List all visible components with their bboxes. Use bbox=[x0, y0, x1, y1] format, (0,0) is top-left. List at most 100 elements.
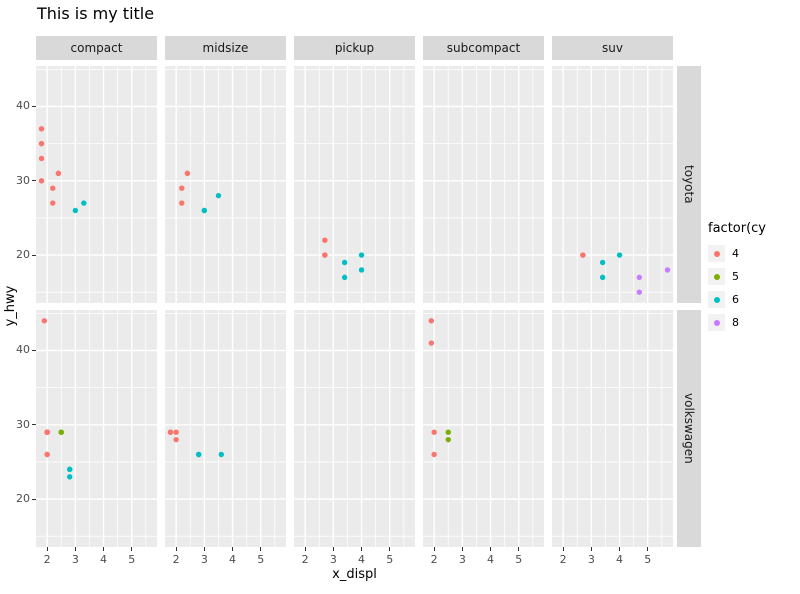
x-tick-label: 4 bbox=[487, 553, 495, 566]
data-point bbox=[580, 252, 586, 258]
x-tick bbox=[619, 547, 621, 551]
data-point bbox=[218, 451, 224, 458]
legend-entry-label: 4 bbox=[732, 246, 739, 260]
y-tick-label: 20 bbox=[16, 492, 30, 506]
x-tick bbox=[562, 547, 564, 551]
data-point bbox=[38, 126, 45, 132]
data-point bbox=[636, 274, 642, 281]
y-tick-label: 40 bbox=[16, 343, 30, 357]
data-point bbox=[215, 192, 222, 199]
legend-entry-8: 8 bbox=[708, 312, 766, 332]
y-tick-label: 20 bbox=[16, 248, 30, 262]
legend-entry-label: 5 bbox=[732, 269, 739, 283]
data-point bbox=[322, 252, 328, 258]
x-tick bbox=[131, 547, 133, 551]
x-tick-label: 2 bbox=[559, 553, 567, 566]
facet-panel-volkswagen-subcompact bbox=[423, 310, 544, 547]
data-point bbox=[38, 140, 45, 147]
data-point bbox=[616, 252, 623, 258]
y-tick-label: 30 bbox=[16, 173, 30, 187]
legend-entry-6: 6 bbox=[708, 289, 766, 309]
x-tick bbox=[461, 547, 463, 551]
x-tick bbox=[590, 547, 592, 551]
data-point bbox=[41, 318, 48, 324]
data-point bbox=[599, 259, 606, 266]
facet-panel-toyota-subcompact bbox=[423, 66, 544, 303]
legend-entries: 4 5 6 8 bbox=[708, 243, 766, 332]
data-point bbox=[81, 200, 87, 206]
data-point bbox=[58, 429, 64, 435]
facet-panel-volkswagen-midsize bbox=[165, 310, 286, 547]
x-tick-label: 4 bbox=[100, 553, 108, 566]
legend-key bbox=[708, 267, 725, 285]
data-point bbox=[431, 429, 437, 435]
data-point bbox=[179, 200, 185, 206]
x-axis-title: x_displ bbox=[332, 567, 377, 582]
legend-dot-icon bbox=[714, 250, 720, 257]
data-point bbox=[44, 429, 50, 435]
facet-row-strip-volkswagen: volkswagen bbox=[677, 310, 701, 547]
x-tick-label: 2 bbox=[172, 553, 180, 566]
data-point bbox=[358, 267, 365, 273]
x-tick bbox=[490, 547, 492, 551]
data-point bbox=[179, 185, 185, 191]
x-tick-label: 5 bbox=[128, 553, 136, 566]
legend-entry-label: 8 bbox=[732, 315, 739, 329]
x-tick bbox=[74, 547, 76, 551]
x-tick-label: 5 bbox=[257, 553, 265, 566]
data-point bbox=[173, 436, 179, 443]
plot-title: This is my title bbox=[37, 4, 155, 23]
data-point bbox=[67, 474, 73, 480]
facet-panel-toyota-suv bbox=[552, 66, 673, 303]
data-point bbox=[341, 274, 348, 281]
data-point bbox=[636, 289, 642, 295]
x-tick bbox=[175, 547, 177, 551]
x-tick bbox=[46, 547, 48, 551]
facet-col-strip-compact: compact bbox=[36, 36, 157, 60]
facet-col-strip-suv: suv bbox=[552, 36, 673, 60]
y-tick bbox=[32, 254, 36, 256]
x-tick bbox=[232, 547, 234, 551]
x-tick-label: 4 bbox=[229, 553, 237, 566]
data-point bbox=[431, 451, 437, 458]
data-point bbox=[167, 429, 174, 435]
data-point bbox=[184, 170, 191, 177]
data-point bbox=[67, 466, 73, 473]
x-tick-label: 2 bbox=[430, 553, 438, 566]
y-tick-label: 30 bbox=[16, 417, 30, 431]
data-point bbox=[50, 185, 56, 191]
facet-col-strip-pickup: pickup bbox=[294, 36, 415, 60]
data-point bbox=[72, 207, 79, 214]
data-point bbox=[50, 200, 56, 206]
data-point bbox=[428, 318, 435, 324]
legend-key bbox=[708, 290, 725, 308]
legend-key bbox=[708, 313, 725, 331]
facet-col-strip-subcompact: subcompact bbox=[423, 36, 544, 60]
data-point bbox=[173, 429, 179, 435]
x-tick-label: 4 bbox=[358, 553, 366, 566]
x-tick bbox=[361, 547, 363, 551]
x-tick-label: 3 bbox=[329, 553, 337, 566]
x-tick bbox=[260, 547, 262, 551]
x-tick-label: 2 bbox=[43, 553, 51, 566]
data-point bbox=[55, 170, 62, 177]
y-tick bbox=[32, 349, 36, 351]
x-tick-label: 3 bbox=[458, 553, 466, 566]
legend-dot-icon bbox=[714, 319, 720, 326]
x-tick bbox=[433, 547, 435, 551]
legend-entry-5: 5 bbox=[708, 266, 766, 286]
facet-panel-toyota-pickup bbox=[294, 66, 415, 303]
y-tick bbox=[32, 424, 36, 426]
x-tick-label: 2 bbox=[301, 553, 309, 566]
x-tick bbox=[332, 547, 334, 551]
data-point bbox=[664, 267, 671, 273]
y-axis-title: y_hwy bbox=[3, 285, 18, 327]
legend-title: factor(cy bbox=[708, 221, 766, 236]
y-tick bbox=[32, 180, 36, 182]
data-point bbox=[196, 451, 202, 458]
x-tick bbox=[103, 547, 105, 551]
facet-panel-volkswagen-pickup bbox=[294, 310, 415, 547]
y-tick bbox=[32, 105, 36, 107]
x-tick-label: 5 bbox=[644, 553, 652, 566]
